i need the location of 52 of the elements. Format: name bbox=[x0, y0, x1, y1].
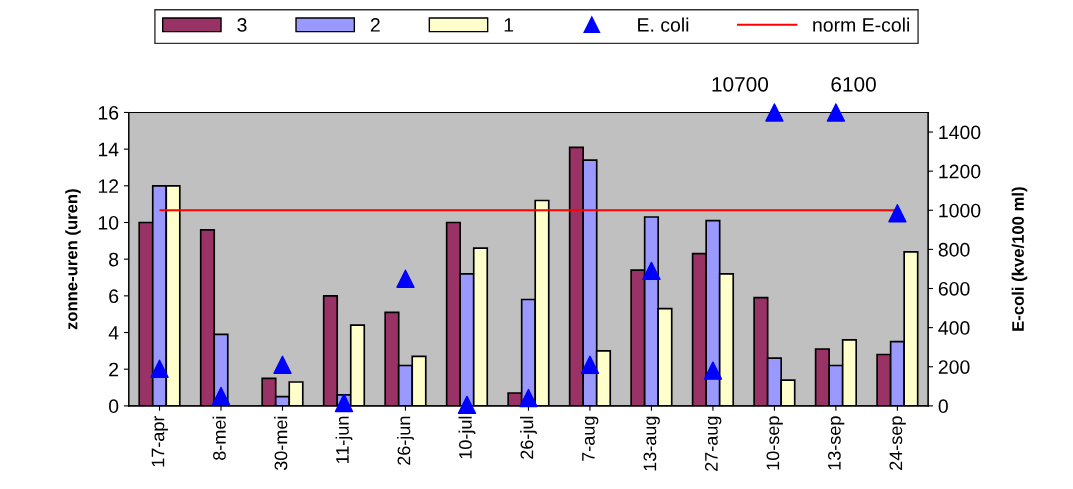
y-tick-label: 10 bbox=[98, 215, 119, 230]
x-tick-label: 13-sep bbox=[827, 416, 845, 470]
y2-tick-label: 200 bbox=[938, 360, 970, 374]
y2-tick-label: 1200 bbox=[939, 164, 981, 179]
x-tick-label: 10-jul bbox=[458, 416, 476, 459]
y2-axis-title: E-coli (kve/100 ml) bbox=[1011, 187, 1028, 331]
point bbox=[211, 386, 231, 406]
x-tick-label: 10-sep bbox=[766, 416, 783, 470]
x-tick-label: 17-apr bbox=[151, 415, 168, 467]
y-tick-label: 6 bbox=[109, 289, 119, 304]
x-tick-label: 26-jul bbox=[520, 416, 537, 459]
y-axis-title: zonne-uren (uren) bbox=[65, 189, 81, 330]
x-tick-label: 27-aug bbox=[704, 416, 722, 471]
text: 10700 bbox=[712, 76, 769, 92]
legend-label: 1 bbox=[504, 18, 514, 32]
y2-tick-label: 400 bbox=[938, 321, 970, 335]
legend-label: E. coli bbox=[638, 17, 689, 32]
y2-tick-label: 600 bbox=[938, 281, 970, 296]
y2-tick-label: 0 bbox=[938, 399, 948, 414]
point bbox=[519, 388, 538, 408]
x-tick-label: 11-jun bbox=[335, 416, 353, 464]
x-tick-label: 26-jun bbox=[397, 416, 414, 465]
x-tick-label: 24-sep bbox=[889, 416, 906, 470]
x-tick-label: 30-mei bbox=[274, 416, 288, 471]
y2-tick-label: 1400 bbox=[939, 125, 981, 140]
point bbox=[396, 269, 415, 288]
y-tick-label: 14 bbox=[98, 142, 119, 157]
legend-label: 3 bbox=[237, 18, 247, 32]
x-tick-label: 7-aug bbox=[582, 416, 599, 461]
x-tick-label: 13-aug bbox=[643, 416, 660, 471]
point bbox=[703, 361, 723, 380]
point bbox=[334, 393, 354, 413]
legend-label: norm E-coli bbox=[813, 17, 909, 32]
point bbox=[826, 103, 846, 122]
point bbox=[765, 103, 784, 122]
y-tick-label: 4 bbox=[108, 326, 119, 340]
text: 6100 bbox=[831, 76, 876, 92]
point bbox=[580, 355, 600, 374]
point bbox=[642, 261, 661, 281]
point bbox=[273, 355, 292, 374]
x-tick-label: 8-mei bbox=[212, 416, 226, 460]
y-tick-label: 12 bbox=[98, 179, 119, 193]
y2-tick-label: 1000 bbox=[939, 203, 981, 218]
y-tick-label: 2 bbox=[109, 362, 119, 377]
y2-tick-label: 800 bbox=[938, 242, 970, 257]
y-tick-label: 0 bbox=[108, 399, 119, 414]
point bbox=[457, 395, 477, 415]
y-tick-label: 8 bbox=[109, 252, 119, 267]
point bbox=[888, 204, 907, 223]
point bbox=[150, 359, 169, 378]
y-tick-label: 16 bbox=[98, 105, 119, 120]
legend-label: 2 bbox=[370, 18, 380, 32]
